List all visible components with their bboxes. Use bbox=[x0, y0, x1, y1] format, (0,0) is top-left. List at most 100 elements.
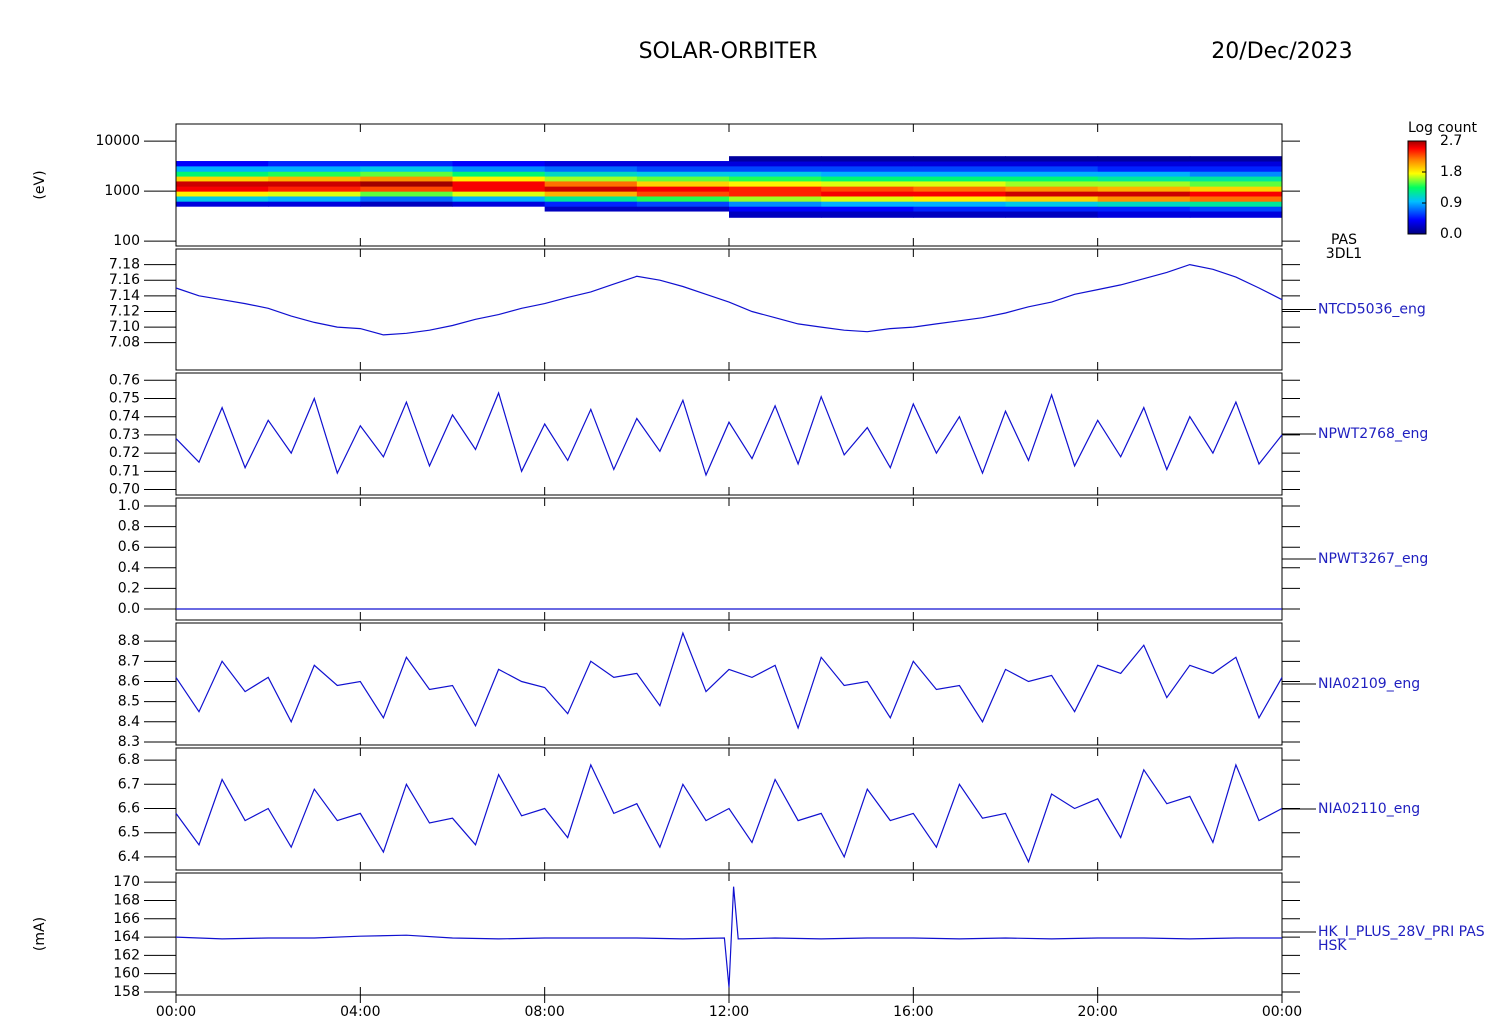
heatmap-cell bbox=[821, 211, 914, 218]
heatmap-cell bbox=[913, 186, 1006, 192]
heatmap-cell bbox=[821, 195, 914, 202]
series-label: NPWT3267_eng bbox=[1318, 551, 1428, 567]
heatmap-cell bbox=[1189, 171, 1283, 177]
heatmap-cell bbox=[913, 156, 1006, 162]
series-label: NIA02109_eng bbox=[1318, 676, 1420, 692]
y-tick-label: 0.70 bbox=[109, 482, 140, 498]
heatmap-cell bbox=[452, 165, 546, 172]
y-tick-label: 6.8 bbox=[118, 752, 140, 768]
heatmap-cell bbox=[452, 191, 546, 197]
heatmap-cell bbox=[268, 171, 361, 177]
heatmap-cell bbox=[1189, 161, 1283, 167]
heatmap-cell bbox=[1097, 211, 1191, 218]
y-tick-label: 0.73 bbox=[109, 427, 140, 443]
y-tick-label: 0.6 bbox=[118, 539, 140, 555]
heatmap-cell bbox=[1097, 201, 1191, 207]
y-tick-label: 1.0 bbox=[118, 498, 140, 514]
heatmap-cell bbox=[636, 165, 730, 172]
heatmap-cell bbox=[1189, 165, 1283, 172]
heatmap-cell bbox=[544, 180, 638, 187]
heatmap-cell bbox=[544, 161, 638, 167]
date: 20/Dec/2023 bbox=[1211, 39, 1352, 64]
heatmap-cell bbox=[1189, 211, 1283, 218]
heatmap-cell bbox=[176, 176, 269, 182]
series-label: NIA02110_eng bbox=[1318, 801, 1420, 817]
y-tick-label: 170 bbox=[113, 874, 140, 890]
heatmap-cell bbox=[1005, 165, 1099, 172]
heatmap-cell bbox=[176, 180, 269, 187]
heatmap-cell bbox=[452, 176, 546, 182]
y-tick-label: 0.75 bbox=[109, 390, 140, 406]
heatmap-cell bbox=[268, 180, 361, 187]
y-tick-label: 7.18 bbox=[109, 257, 140, 273]
y-tick-label: 6.7 bbox=[118, 776, 140, 792]
heatmap-cell bbox=[544, 201, 638, 207]
heatmap-cell bbox=[729, 186, 822, 192]
heatmap-cell bbox=[1097, 195, 1191, 202]
heatmap-cell bbox=[821, 171, 914, 177]
heatmap-cell bbox=[360, 171, 453, 177]
heatmap-cell bbox=[1189, 186, 1283, 192]
y-tick-label: 0.4 bbox=[118, 560, 140, 576]
heatmap-cell bbox=[268, 191, 361, 197]
y-tick-label: 0.72 bbox=[109, 445, 140, 461]
x-tick-label: 04:00 bbox=[340, 1004, 380, 1020]
heatmap-cell bbox=[360, 161, 453, 167]
heatmap-cell bbox=[452, 186, 546, 192]
heatmap-cell bbox=[913, 180, 1006, 187]
heatmap-cell bbox=[729, 161, 822, 167]
instrument-label: HSK bbox=[1318, 938, 1347, 954]
heatmap-cell bbox=[1189, 176, 1283, 182]
heatmap-cell bbox=[821, 161, 914, 167]
y-tick-label: 0.8 bbox=[118, 519, 140, 535]
heatmap-cell bbox=[636, 186, 730, 192]
series-line bbox=[175, 263, 1283, 336]
heatmap-cell bbox=[636, 180, 730, 187]
heatmap-cell bbox=[1189, 180, 1283, 187]
heatmap-cell bbox=[544, 171, 638, 177]
heatmap-cell bbox=[913, 201, 1006, 207]
heatmap-cell bbox=[636, 201, 730, 207]
heatmap-cell bbox=[821, 186, 914, 192]
y-tick-label: 8.8 bbox=[118, 633, 140, 649]
heatmap-cell bbox=[913, 206, 1006, 212]
heatmap-cell bbox=[1189, 195, 1283, 202]
heatmap-cell bbox=[176, 165, 269, 172]
heatmap-cell bbox=[176, 195, 269, 202]
heatmap-cell bbox=[544, 206, 638, 212]
heatmap-cell bbox=[1005, 180, 1099, 187]
y-tick-label: 1000 bbox=[104, 183, 140, 199]
y-tick-label: 7.14 bbox=[109, 288, 140, 304]
heatmap-cell bbox=[1005, 191, 1099, 197]
heatmap-cell bbox=[176, 161, 269, 167]
y-tick-label: 168 bbox=[113, 892, 140, 908]
heatmap-cell bbox=[452, 161, 546, 167]
heatmap-cell bbox=[1005, 206, 1099, 212]
heatmap-cell bbox=[913, 171, 1006, 177]
y-tick-label: 8.5 bbox=[118, 694, 140, 710]
colorbar-tick-label: 0.9 bbox=[1440, 195, 1462, 211]
colorbar bbox=[1407, 140, 1427, 235]
heatmap-cell bbox=[729, 195, 822, 202]
heatmap-cell bbox=[268, 176, 361, 182]
heatmap-cell bbox=[360, 191, 453, 197]
heatmap-cell bbox=[268, 165, 361, 172]
series-line bbox=[175, 391, 1283, 477]
y-tick-label: 0.76 bbox=[109, 372, 140, 388]
heatmap-cell bbox=[1097, 171, 1191, 177]
panel-frame bbox=[175, 248, 1283, 371]
heatmap-cell bbox=[913, 211, 1006, 218]
heatmap-cell bbox=[360, 186, 453, 192]
instrument-label: 3DL1 bbox=[1326, 246, 1362, 262]
heatmap-cell bbox=[636, 191, 730, 197]
heatmap-cell bbox=[544, 195, 638, 202]
heatmap-cell bbox=[636, 206, 730, 212]
heatmap-cell bbox=[1005, 201, 1099, 207]
heatmap-cell bbox=[452, 195, 546, 202]
y-tick-label: 7.16 bbox=[109, 272, 140, 288]
heatmap-cell bbox=[544, 191, 638, 197]
x-tick-label: 00:00 bbox=[1262, 1004, 1302, 1020]
y-tick-label: 8.3 bbox=[118, 734, 140, 750]
y-tick-label: 6.6 bbox=[118, 801, 140, 817]
heatmap-cell bbox=[913, 191, 1006, 197]
